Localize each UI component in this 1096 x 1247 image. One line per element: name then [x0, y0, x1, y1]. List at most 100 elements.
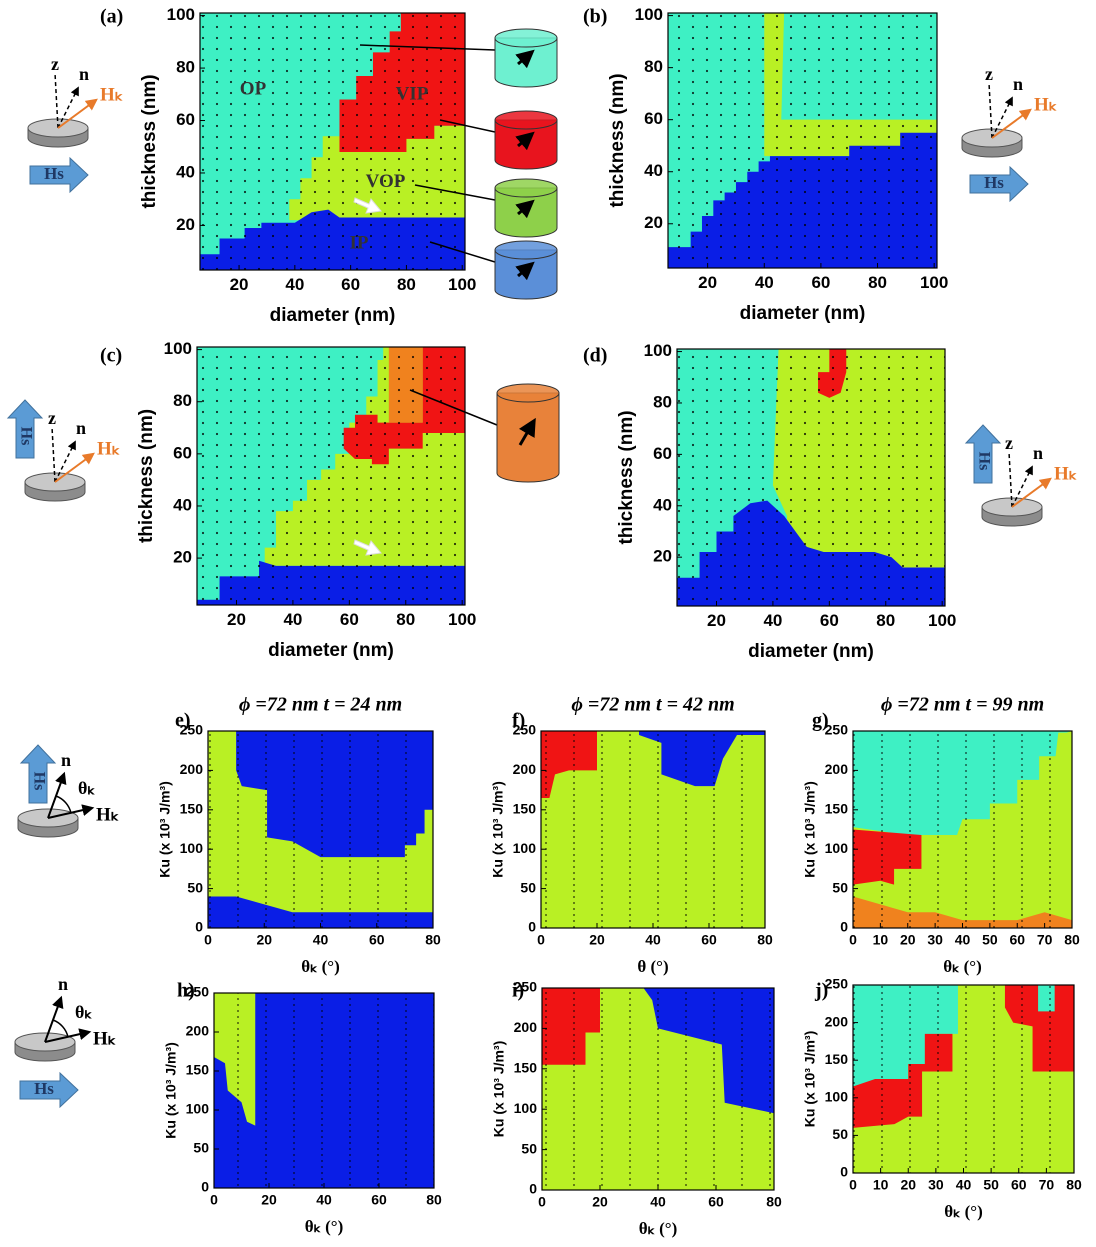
- x-tick-label: 20: [900, 1176, 916, 1192]
- y-tick-label: 20: [653, 547, 672, 566]
- y-tick-label: 40: [644, 161, 663, 180]
- y-tick-label: 250: [180, 722, 204, 738]
- y-tick-label: 200: [514, 1019, 538, 1035]
- arrow-shape: [964, 424, 1002, 484]
- panel-label: (b): [583, 6, 607, 28]
- hk-axis: [44, 1028, 92, 1043]
- inset-label: θₖ: [75, 1002, 92, 1022]
- x-tick-label: 60: [369, 931, 385, 947]
- panel-label: f): [512, 710, 525, 732]
- arrow-shape: [19, 744, 57, 804]
- arrow-shape: [19, 1071, 79, 1109]
- y-tick-label: 150: [180, 801, 204, 817]
- x-tick-label: 20: [589, 931, 605, 947]
- field-label: Hs: [34, 1079, 54, 1098]
- panel-label: j): [814, 980, 828, 1002]
- y-axis-label: thickness (nm): [616, 410, 637, 544]
- y-axis-label: thickness (nm): [607, 73, 628, 207]
- hk-axis: [991, 108, 1032, 139]
- y-tick-label: 80: [644, 57, 663, 76]
- field-label: Hs: [975, 452, 992, 471]
- state-icon-top: [496, 383, 560, 403]
- inset-label: Hₖ: [100, 84, 123, 105]
- phase-annotation: IP: [350, 233, 369, 254]
- x-tick-label: 60: [708, 1193, 724, 1209]
- inset-label: z: [51, 54, 59, 74]
- x-tick-label: 80: [1064, 931, 1080, 947]
- y-tick-label: 100: [825, 1089, 849, 1105]
- x-tick-label: 20: [707, 611, 726, 630]
- panel-label: i): [512, 980, 524, 1002]
- sample-dots: [208, 731, 433, 928]
- x-tick-label: 20: [261, 1191, 277, 1207]
- field-label: Hs: [984, 173, 1004, 192]
- x-axis-label: diameter (nm): [740, 303, 866, 324]
- white-arrow: [353, 197, 382, 214]
- z-axis: [1008, 451, 1013, 508]
- x-axis-label: θ (°): [637, 957, 668, 976]
- x-tick-label: 20: [698, 273, 717, 292]
- x-tick-label: 0: [538, 1193, 546, 1209]
- angle-arc: [52, 1019, 69, 1038]
- y-tick-label: 100: [514, 1100, 538, 1116]
- x-tick-label: 40: [645, 931, 661, 947]
- y-tick-label: 0: [840, 919, 848, 935]
- x-tick-label: 80: [425, 931, 441, 947]
- y-tick-label: 20: [644, 213, 663, 232]
- panel-label: g): [812, 710, 829, 732]
- x-tick-label: 0: [204, 931, 212, 947]
- x-tick-label: 80: [426, 1191, 442, 1207]
- x-tick-label: 70: [1037, 931, 1053, 947]
- field-arrow: Hs: [6, 399, 44, 459]
- x-tick-label: 20: [900, 931, 916, 947]
- inset-label: n: [79, 64, 89, 84]
- state-arrow: [515, 261, 535, 281]
- field-label: Hs: [30, 772, 47, 791]
- x-tick-label: 0: [210, 1191, 218, 1207]
- x-tick-label: 60: [1009, 931, 1025, 947]
- y-tick-label: 150: [825, 1051, 849, 1067]
- y-tick-label: 60: [653, 444, 672, 463]
- y-tick-label: 0: [529, 1181, 537, 1197]
- inset-label: Hₖ: [1054, 463, 1077, 484]
- sample-dots: [214, 993, 434, 1188]
- x-tick-label: 30: [928, 1176, 944, 1192]
- y-tick-label: 200: [825, 761, 849, 777]
- x-tick-label: 50: [983, 1176, 999, 1192]
- state-arrow: [515, 131, 535, 151]
- y-tick-label: 250: [186, 984, 210, 1000]
- panel-label: (a): [100, 6, 123, 28]
- y-tick-label: 80: [173, 391, 192, 410]
- x-tick-label: 80: [868, 273, 887, 292]
- x-tick-label: 0: [849, 931, 857, 947]
- z-axis: [988, 82, 993, 139]
- inset-label: z: [1005, 433, 1013, 453]
- x-tick-label: 40: [285, 275, 304, 294]
- x-tick-label: 20: [230, 275, 249, 294]
- x-tick-label: 0: [537, 931, 545, 947]
- panel-label: h): [177, 980, 195, 1002]
- inset-label: Hₖ: [97, 438, 120, 459]
- y-tick-label: 50: [193, 1140, 209, 1156]
- x-tick-label: 40: [650, 1193, 666, 1209]
- hk-axis: [57, 98, 98, 129]
- y-axis-label: Ku (x 10³ J/m³): [163, 1042, 179, 1138]
- inset-label: z: [48, 408, 56, 428]
- y-tick-label: 150: [514, 1060, 538, 1076]
- field-arrow: Hs: [29, 156, 89, 194]
- pointer-line: [359, 44, 496, 51]
- state-icon-top: [494, 110, 558, 130]
- inset-label: n: [58, 974, 68, 994]
- x-tick-label: 0: [849, 1176, 857, 1192]
- pointer-line: [429, 241, 496, 263]
- phase-annotation: OP: [240, 78, 267, 99]
- y-tick-label: 60: [644, 109, 663, 128]
- state-icon-top: [494, 178, 558, 198]
- y-tick-label: 100: [167, 5, 195, 24]
- y-axis-label: Ku (x 10³ J/m³): [802, 1031, 818, 1127]
- x-tick-label: 80: [1066, 1176, 1082, 1192]
- x-tick-label: 20: [227, 610, 246, 629]
- y-tick-label: 50: [832, 879, 848, 895]
- inset-label: Hₖ: [96, 804, 119, 825]
